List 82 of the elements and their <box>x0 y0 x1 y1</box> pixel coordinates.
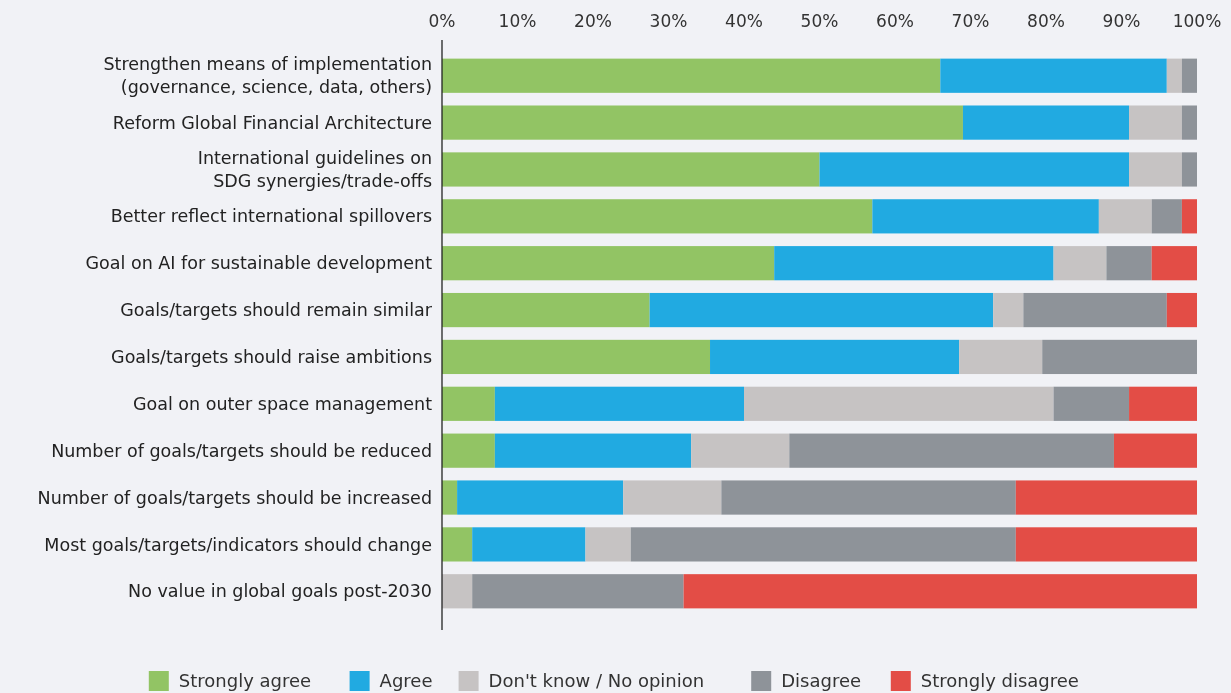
bar <box>442 339 711 375</box>
bar <box>1181 199 1197 234</box>
bar <box>940 58 1167 93</box>
bar <box>442 199 873 234</box>
bar <box>442 152 820 187</box>
x-tick-label: 20% <box>574 11 612 31</box>
bar <box>494 433 692 468</box>
bar <box>457 480 624 515</box>
x-tick-label: 0% <box>428 11 456 31</box>
bar <box>1053 386 1130 421</box>
y-tick-label: International guidelines on SDG synergies/trade-offs <box>197 148 432 192</box>
bar <box>1053 246 1107 281</box>
legend-label: Don't know / No opinion <box>488 670 705 692</box>
y-tick-label: Number of goals/targets should be reduced <box>51 440 432 461</box>
bar <box>993 292 1024 328</box>
y-tick-label: Better reflect international spillovers <box>110 206 432 227</box>
x-tick-label: 50% <box>800 11 839 31</box>
bar <box>442 480 458 515</box>
bar <box>442 246 775 281</box>
bar <box>1042 339 1197 375</box>
y-tick-label: Goals/targets should remain similar <box>120 300 433 321</box>
bar <box>819 152 1130 187</box>
legend-label: Strongly disagree <box>920 670 1079 692</box>
bar <box>623 480 722 515</box>
bar <box>872 199 1099 234</box>
bar <box>959 339 1043 375</box>
bar <box>442 574 473 609</box>
bar <box>1098 199 1152 234</box>
bar <box>691 433 790 468</box>
x-tick-label: 60% <box>876 11 914 31</box>
bar <box>442 433 495 468</box>
legend-label: Disagree <box>781 670 862 692</box>
bar <box>962 105 1130 140</box>
legend-label: Strongly agree <box>178 670 312 692</box>
bar <box>494 386 744 421</box>
bar <box>1129 386 1197 421</box>
x-tick-label: 100% <box>1172 11 1222 31</box>
legend-label: Agree <box>379 670 433 692</box>
y-tick-label: Reform Global Financial Architecture <box>112 112 432 133</box>
bar <box>1129 105 1182 140</box>
bar <box>649 292 994 328</box>
x-tick-label: 80% <box>1027 11 1065 31</box>
bar <box>1181 152 1197 187</box>
bar <box>442 105 963 140</box>
bar <box>1106 246 1152 281</box>
x-tick-label: 40% <box>725 11 763 31</box>
bar <box>472 527 586 562</box>
bar <box>721 480 1016 515</box>
y-tick-label: Goal on outer space management <box>132 393 433 414</box>
bar <box>1023 292 1167 328</box>
bar <box>442 58 941 93</box>
x-tick-label: 70% <box>951 11 990 31</box>
x-tick-label: 10% <box>498 11 537 31</box>
bar <box>1015 527 1197 562</box>
bar <box>630 527 1016 562</box>
y-tick-label: Goals/targets should raise ambitions <box>111 347 432 368</box>
bar <box>1151 199 1182 234</box>
bar <box>472 574 684 609</box>
bar <box>442 527 473 562</box>
bar <box>1129 152 1182 187</box>
bar <box>1113 433 1197 468</box>
bar <box>1166 292 1197 328</box>
bar <box>1015 480 1197 515</box>
bar <box>442 292 650 328</box>
bar <box>442 386 495 421</box>
bar <box>585 527 631 562</box>
bar <box>744 386 1054 421</box>
x-tick-label: 30% <box>649 11 688 31</box>
y-tick-label: Goal on AI for sustainable development <box>85 253 433 274</box>
y-tick-label: Strengthen means of implementation (governance, science, data, others) <box>103 54 432 98</box>
bar <box>1151 246 1197 281</box>
bar <box>774 246 1054 281</box>
bar <box>1166 58 1182 93</box>
bar <box>789 433 1114 468</box>
y-tick-label: No value in global goals post-2030 <box>128 581 432 602</box>
bar <box>710 339 960 375</box>
bar <box>1181 58 1197 93</box>
bar <box>1181 105 1197 140</box>
y-tick-label: Most goals/targets/indicators should change <box>44 534 432 555</box>
bar <box>683 574 1197 609</box>
x-tick-label: 90% <box>1102 11 1141 31</box>
y-tick-label: Number of goals/targets should be increased <box>37 487 432 508</box>
